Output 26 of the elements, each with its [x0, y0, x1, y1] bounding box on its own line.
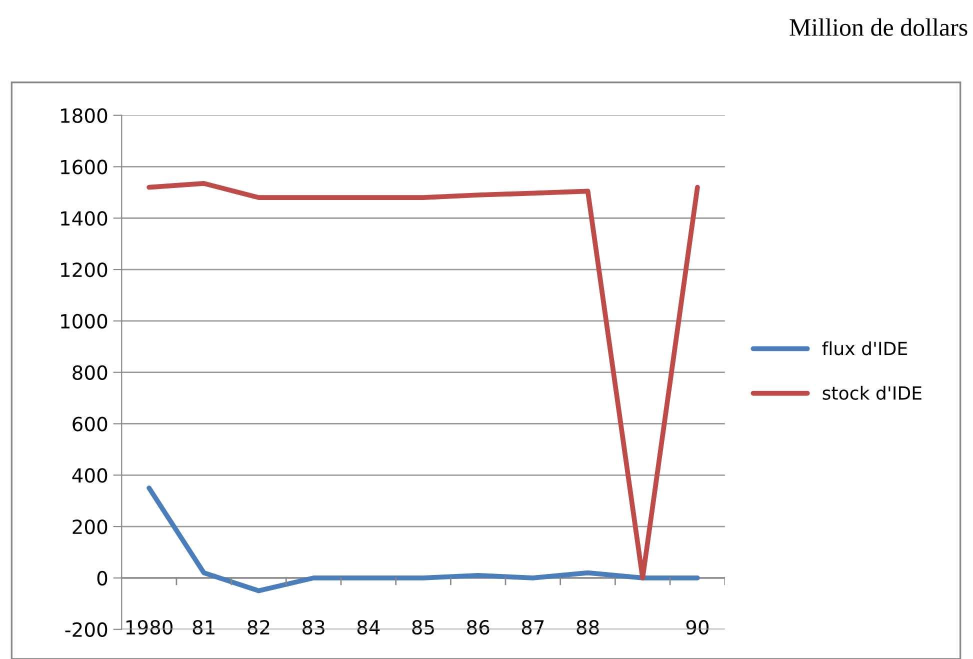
y-tick-label: 1400 [61, 211, 108, 226]
x-tick-label: 85 [412, 620, 434, 635]
y-tick-label: 1800 [61, 108, 108, 123]
x-tick-label: 81 [192, 620, 214, 635]
x-tick-label: 86 [467, 620, 490, 635]
y-tick-label: 800 [72, 365, 108, 380]
x-tick-label: 87 [522, 620, 544, 635]
y-tick-label: 1600 [61, 160, 108, 174]
x-tick-label: 84 [357, 620, 380, 635]
line-series [146, 181, 700, 580]
x-tick-label: 83 [302, 620, 324, 635]
x-tick-label: 1980 [126, 620, 172, 635]
x-tick-label: 88 [576, 620, 599, 635]
legend-label: stock d'IDE [822, 386, 922, 400]
x-tick-label: 82 [248, 620, 270, 635]
y-tick-label: 0 [97, 570, 108, 586]
y-tick-label: 400 [72, 468, 108, 483]
y-tick-label: 1200 [61, 262, 108, 278]
x-tick-label: 90 [686, 620, 709, 635]
y-tick-label: 200 [72, 519, 108, 534]
y-tick-label: -200 [65, 622, 108, 638]
y-tick-label: 1000 [61, 314, 108, 329]
y-tick-label: 600 [72, 416, 108, 432]
legend-label: flux d'IDE [822, 341, 907, 356]
line-series [146, 486, 700, 594]
text: Million de dollars [790, 18, 968, 36]
